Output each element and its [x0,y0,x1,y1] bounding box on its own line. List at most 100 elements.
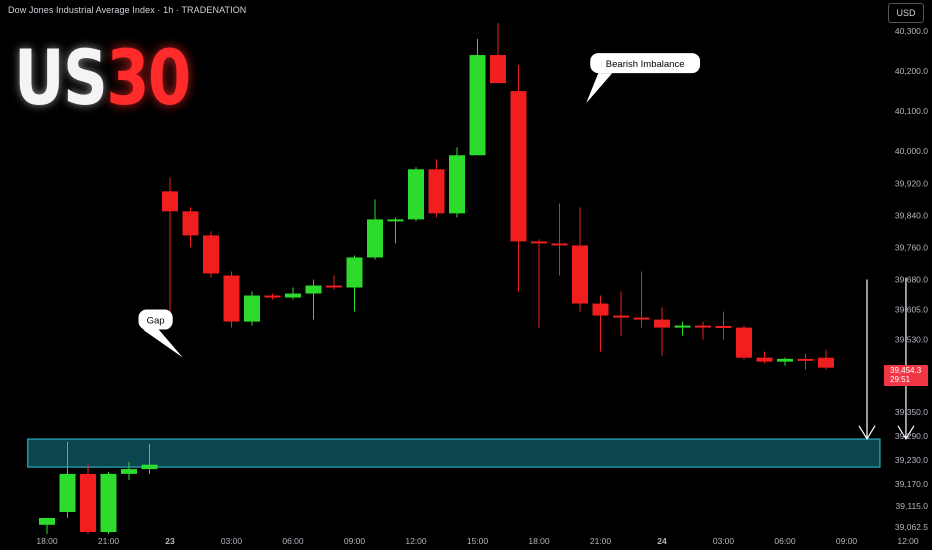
price-axis-label: 39,680.0 [895,275,928,285]
candle-body [674,325,691,328]
last-price-label: 39,454.3 29:51 [884,365,928,386]
candle [551,203,568,276]
candle-body [264,295,281,298]
candle-body [182,211,199,236]
candle [510,65,527,292]
price-axis-label: 40,000.0 [895,146,928,156]
candle [162,177,178,312]
candle [674,321,691,336]
candle-body [285,293,301,298]
down-arrow [858,279,876,440]
candle [59,441,76,518]
candle-body [797,358,814,361]
candle [264,293,281,300]
candle [633,271,650,328]
price-axis[interactable]: 40,300.0 40,200.0 40,100.0 40,000.0 39,920.0… [895,26,928,532]
chart-title: Dow Jones Industrial Average Index · 1h … [8,5,247,15]
time-axis-label: 21:00 [590,536,612,546]
us30-logo: US30 [14,33,191,122]
candle-body [100,473,117,533]
candle-body [305,285,322,294]
candle [305,279,322,320]
candle-body [408,169,424,220]
price-axis-label: 39,350.0 [895,407,928,417]
candle-body [510,91,527,242]
time-axis-label: 03:00 [221,536,243,546]
candle-body [367,219,383,258]
candle [367,199,383,260]
candle-body [633,317,650,320]
candle-body [490,55,506,84]
candle [39,517,55,535]
candle [244,291,260,326]
candle [592,295,609,352]
candle-body [715,325,732,328]
callout-label: Gap [147,316,165,327]
demand-zone [27,438,881,468]
candle-body [818,357,834,368]
candle-body [613,315,629,318]
candle [326,275,342,290]
time-axis-label: 12:00 [897,536,919,546]
candle-body [203,235,219,274]
time-axis-label: 06:00 [282,536,304,546]
price-axis-label: 39,062.5 [895,522,928,532]
candle-body [387,219,404,222]
arrow-head [897,425,915,440]
time-axis-label: 09:00 [344,536,366,546]
candle [490,22,506,84]
candle [408,167,424,222]
annotation-callout: Bearish Imbalance [586,53,701,104]
candle-body [469,55,486,156]
candle-body [777,358,793,362]
candle-body [80,473,96,533]
candle [715,311,732,340]
down-arrow [897,277,915,440]
candle [346,255,363,312]
candle-body [346,257,363,288]
candle-body [592,303,609,316]
time-axis-label: 09:00 [836,536,858,546]
time-axis[interactable]: 18:00 21:00 23 03:00 06:00 09:00 12:00 15:00 18:… [36,536,919,546]
annotations-layer: Gap Bearish Imbalance [138,53,915,440]
candle-body [141,464,158,470]
arrow-head [858,425,876,440]
callout-box [590,53,701,74]
candle-body [736,327,752,358]
candle [203,231,219,278]
candle-body [39,517,55,525]
candle [387,217,404,244]
candle-body [59,473,76,512]
candle-body [121,469,137,474]
candle [428,159,445,218]
time-axis-label: 18:00 [528,536,550,546]
candle [756,351,773,364]
price-axis-label: 39,170.0 [895,479,928,489]
candle [654,307,670,356]
candle-body [551,243,568,246]
time-axis-label: 15:00 [467,536,489,546]
candle-body [326,285,342,288]
price-axis-label: 39,920.0 [895,178,928,188]
candle [223,271,240,328]
candle-body [244,295,260,322]
price-axis-label: 40,300.0 [895,26,928,36]
candle [182,207,199,248]
candle [695,321,711,340]
currency-button[interactable]: USD [888,3,924,23]
callout-pointer [142,329,183,358]
candle [613,291,629,336]
candle [285,287,301,300]
price-axis-label: 40,100.0 [895,106,928,116]
time-axis-label: 06:00 [774,536,796,546]
candlestick-series [39,22,834,535]
price-axis-label: 39,530.0 [895,335,928,345]
candle-body [449,155,465,214]
price-axis-label: 39,290.0 [895,431,928,441]
candle-body [428,169,445,214]
candle [531,239,547,328]
price-axis-label: 39,605.0 [895,305,928,315]
candle [572,207,588,312]
demand-zone-layer [27,438,881,468]
